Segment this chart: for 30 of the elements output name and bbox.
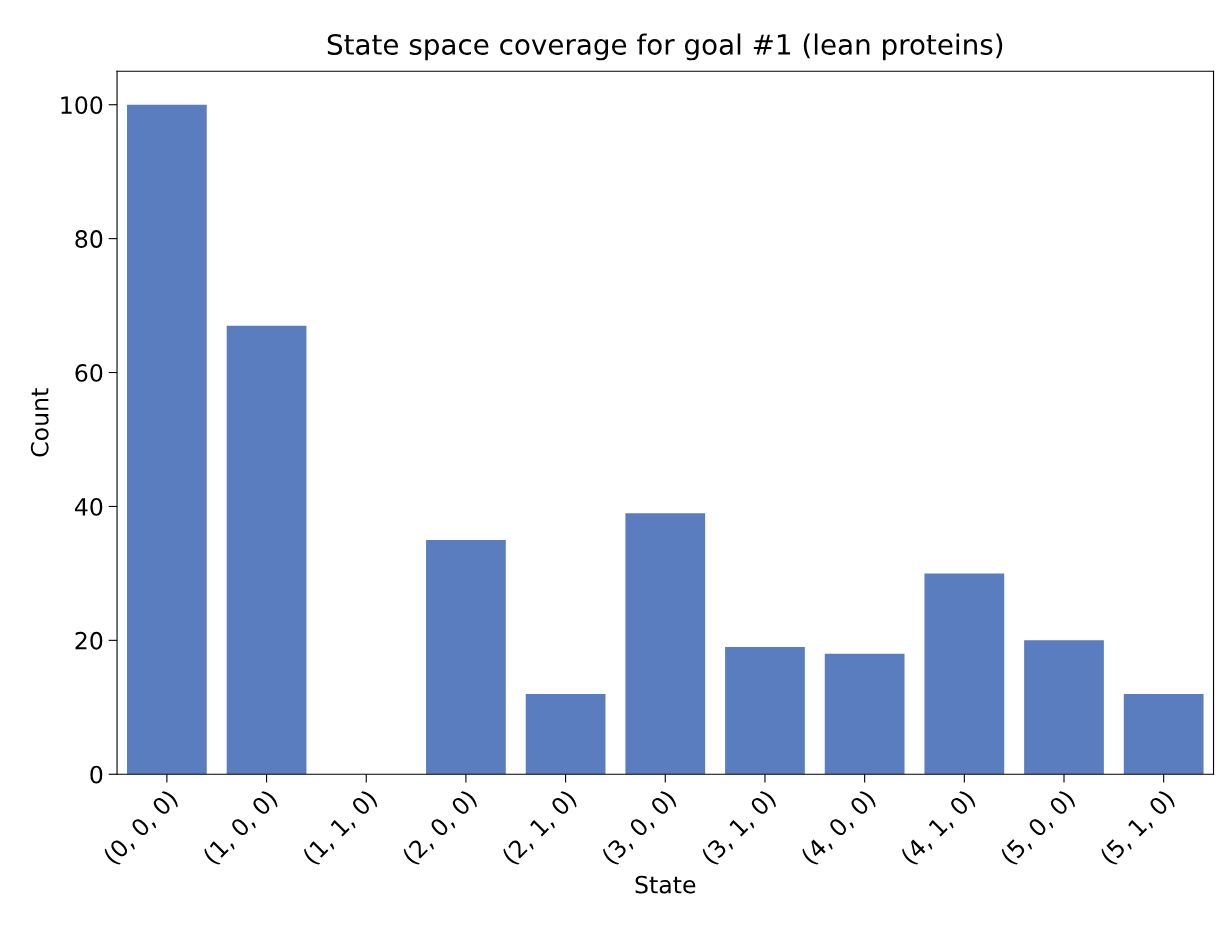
y-tick-label: 40 [74, 497, 103, 516]
x-tick-label: (1, 1, 0) [301, 788, 380, 868]
bar [127, 104, 207, 775]
y-axis-title: Count [30, 388, 49, 457]
y-tick-label: 20 [75, 631, 103, 650]
x-tick-label: (5, 1, 0) [1099, 788, 1178, 868]
x-tick-label: (3, 1, 0) [700, 788, 779, 868]
bar [924, 573, 1005, 775]
x-tick-label: (2, 0, 0) [401, 788, 480, 868]
x-tick-label: (2, 1, 0) [500, 788, 580, 868]
bar [1024, 640, 1104, 775]
bar [625, 513, 706, 775]
x-tick-label: (1, 0, 0) [201, 788, 281, 868]
y-tick-label: 100 [61, 96, 103, 115]
bar [226, 325, 307, 775]
bar [525, 693, 606, 775]
x-tick-label: (4, 0, 0) [799, 788, 879, 868]
bar [824, 653, 905, 775]
bar [426, 539, 506, 775]
bar [1123, 693, 1204, 775]
x-tick-label: (3, 0, 0) [600, 788, 679, 868]
x-tick-label: (4, 1, 0) [899, 788, 978, 868]
x-axis-title: State [635, 875, 696, 894]
bar [725, 647, 805, 775]
x-tick-label: (0, 0, 0) [102, 788, 181, 868]
y-tick-label: 60 [75, 363, 103, 382]
chart-title: State space coverage for goal #1 (lean proteins) [327, 33, 1003, 61]
x-tick-label: (5, 0, 0) [999, 788, 1078, 868]
y-tick-label: 0 [90, 765, 103, 784]
y-tick-label: 80 [75, 230, 103, 248]
